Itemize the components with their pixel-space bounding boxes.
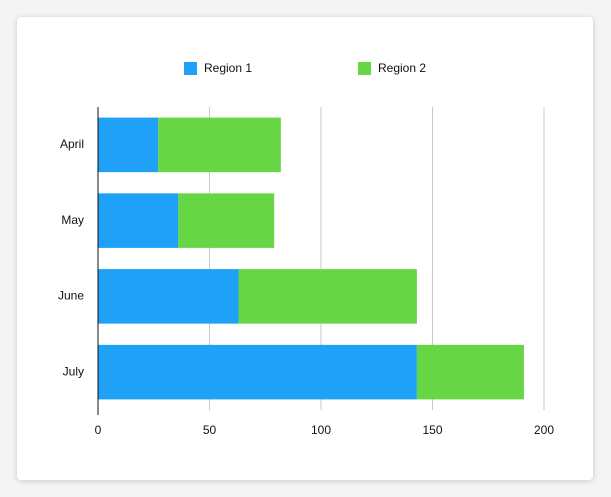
x-tick-label: 200 bbox=[534, 423, 554, 437]
legend-swatch bbox=[358, 62, 371, 75]
bar bbox=[238, 269, 417, 324]
bar bbox=[98, 344, 417, 400]
legend-swatch bbox=[184, 62, 197, 75]
bar bbox=[98, 193, 179, 248]
bar bbox=[98, 117, 159, 173]
bar bbox=[178, 193, 275, 248]
bar bbox=[98, 269, 239, 324]
x-tick-label: 100 bbox=[311, 423, 331, 437]
x-tick-label: 50 bbox=[203, 423, 217, 437]
x-tick-label: 0 bbox=[95, 423, 102, 437]
bar bbox=[416, 344, 524, 400]
chart-card bbox=[17, 17, 593, 480]
legend-label: Region 1 bbox=[204, 61, 252, 75]
y-tick-label: July bbox=[63, 364, 84, 378]
bar bbox=[158, 117, 281, 173]
y-tick-label: April bbox=[60, 137, 84, 151]
x-tick-label: 150 bbox=[422, 423, 442, 437]
legend-label: Region 2 bbox=[378, 61, 426, 75]
y-tick-label: June bbox=[58, 289, 84, 303]
y-tick-label: May bbox=[61, 213, 84, 227]
